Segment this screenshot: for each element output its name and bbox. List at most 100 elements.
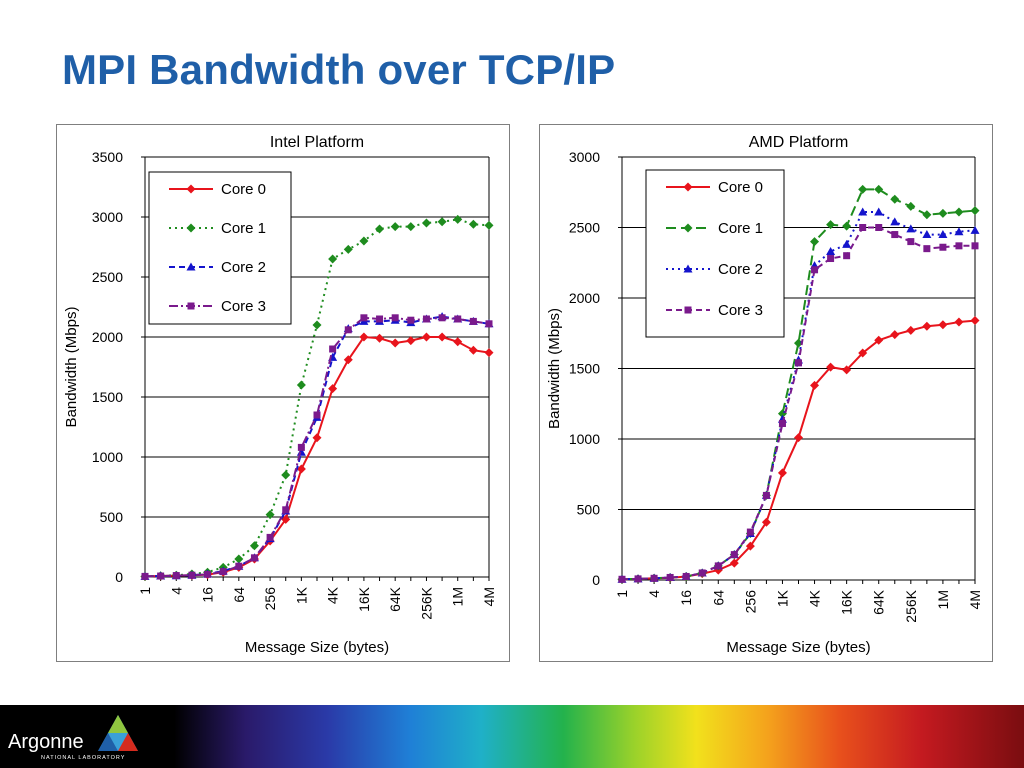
intel-core-3-point (297, 443, 305, 451)
intel-legend-marker-core-2 (186, 262, 196, 271)
amd-y-axis-label: Bandwidth (Mbps) (546, 308, 563, 429)
intel-x-tick-label-16: 16 (200, 587, 216, 603)
intel-core-1-point (453, 214, 463, 224)
amd-legend-label-core-1: Core 1 (718, 220, 763, 237)
amd-y-tick-label: 1000 (569, 431, 600, 447)
amd-core-3-point (875, 224, 883, 231)
intel-chart-frame: Intel Platform 0 500 1000 1500 2000 2500 3000 35… (56, 124, 510, 662)
amd-core-2-point (938, 230, 948, 239)
intel-core-3-point (141, 572, 149, 580)
intel-core-0-point (484, 348, 494, 358)
intel-core-0-point (328, 384, 338, 394)
intel-x-tick-label-64k: 64K (387, 586, 403, 612)
intel-x-tick-label-64: 64 (231, 587, 247, 603)
amd-core-2-point (906, 224, 916, 233)
amd-core-0-point (906, 325, 916, 335)
intel-core-1-point (437, 217, 447, 227)
intel-core-3-point (360, 314, 368, 322)
amd-core-1-point (826, 220, 836, 230)
amd-core-0-point (729, 558, 739, 568)
amd-core-3-point (843, 252, 851, 260)
intel-series-core-2 (140, 312, 494, 580)
amd-core-0-point (745, 541, 755, 551)
amd-x-tick-label-64k: 64K (871, 589, 887, 615)
intel-core-1-point (421, 218, 431, 228)
argonne-triangle-icon (98, 715, 138, 751)
intel-core-3-point (344, 326, 352, 334)
amd-legend-marker-core-3 (684, 306, 692, 314)
amd-core-0-point (842, 365, 852, 375)
amd-series-core-3 (618, 224, 979, 583)
intel-legend: Core 0 Core 1 Core 2 Core 3 (148, 171, 292, 325)
amd-x-tick-label-1: 1 (614, 590, 630, 598)
amd-core-3-point (859, 224, 867, 231)
amd-legend: Core 0 Core 1 Core 2 Core 3 (645, 169, 785, 338)
amd-core-2-point (842, 239, 852, 248)
amd-core-0-point (858, 348, 868, 358)
intel-core-0-point (406, 336, 416, 346)
intel-core-3-point (204, 570, 212, 578)
amd-core-2-point (826, 246, 836, 255)
intel-core-1-point (234, 554, 244, 564)
amd-core-3-point (730, 551, 738, 559)
intel-core-3-point (282, 506, 290, 514)
amd-y-tick-label: 1500 (569, 361, 600, 377)
intel-core-1-point (328, 254, 338, 264)
intel-y-tick-label: 0 (115, 569, 123, 585)
intel-core-3-point (172, 572, 180, 580)
amd-core-2-point (970, 225, 980, 234)
amd-chart-title: AMD Platform (749, 134, 849, 151)
intel-core-3-point (469, 317, 477, 325)
amd-x-tick-label-256: 256 (742, 590, 758, 614)
intel-core-1-point (359, 236, 369, 246)
intel-core-0-point (281, 514, 291, 524)
amd-core-3-point (939, 243, 947, 251)
amd-core-3-point (827, 255, 835, 263)
amd-core-3-point (955, 242, 963, 250)
amd-core-3-point (682, 572, 690, 580)
intel-core-1-point (265, 510, 275, 520)
amd-core-1-point (954, 207, 964, 217)
amd-legend-box (645, 169, 785, 338)
intel-core-0-point (421, 332, 431, 342)
amd-core-3-point (618, 575, 626, 583)
intel-series-core-3 (141, 314, 493, 580)
intel-chart-title: Intel Platform (270, 134, 364, 151)
amd-core-1-point (810, 237, 820, 247)
amd-x-tick-label-16k: 16K (839, 589, 855, 615)
amd-core-3-point (650, 574, 658, 582)
intel-x-tick-label-256: 256 (262, 587, 278, 611)
amd-core-1-point (858, 184, 868, 194)
intel-core-1-point (390, 222, 400, 232)
amd-core-3-point (891, 231, 899, 239)
intel-legend-marker-core-3 (187, 302, 195, 310)
intel-core-1-point (249, 541, 259, 551)
amd-core-0-point (970, 316, 980, 326)
intel-core-3-point (329, 345, 337, 353)
amd-core-3-point (698, 569, 706, 577)
intel-core-3-point (266, 533, 274, 541)
intel-core-0-point (312, 433, 322, 443)
amd-legend-marker-core-2 (683, 264, 693, 273)
intel-x-tick-label-4m: 4M (481, 587, 497, 606)
intel-core-3-point (188, 571, 196, 579)
intel-core-0-point (453, 337, 463, 347)
intel-core-0-point (375, 333, 385, 343)
intel-x-axis-label: Message Size (bytes) (245, 639, 389, 656)
intel-core-0-point (390, 338, 400, 348)
amd-legend-marker-core-0 (683, 182, 693, 192)
intel-y-tick-label: 1000 (92, 449, 123, 465)
amd-core-0-point (874, 335, 884, 345)
amd-core-0-point (826, 362, 836, 372)
intel-y-tick-label: 2000 (92, 329, 123, 345)
amd-core-3-point (971, 242, 979, 250)
amd-core-3-point (762, 491, 770, 499)
amd-core-0-point (777, 468, 787, 478)
intel-legend-marker-core-0 (186, 184, 196, 194)
intel-x-tick-label-1m: 1M (450, 587, 466, 606)
slide-title: MPI Bandwidth over TCP/IP (62, 46, 616, 93)
intel-core-3-point (250, 554, 258, 562)
amd-y-tick-label: 3000 (569, 149, 600, 165)
intel-x-tick-label-4: 4 (168, 587, 184, 595)
amd-x-tick-label-64: 64 (710, 590, 726, 606)
